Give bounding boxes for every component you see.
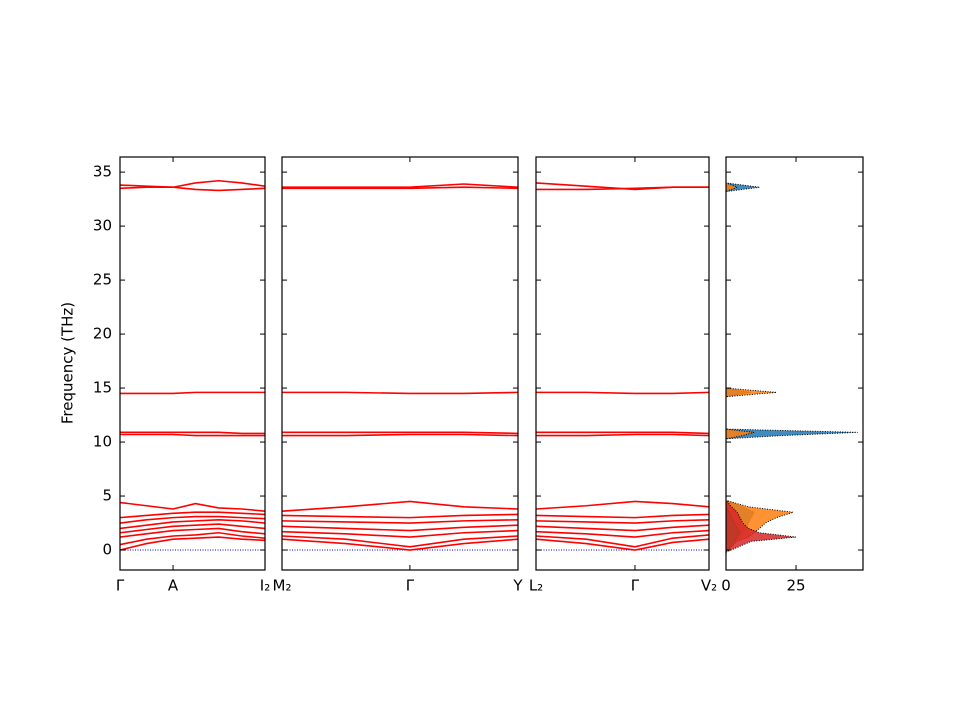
band: [120, 391, 265, 395]
band: [120, 531, 265, 546]
band: [120, 527, 265, 538]
x-tick-label: Γ: [631, 577, 640, 595]
band: [282, 535, 518, 548]
band: [282, 500, 518, 512]
band: [536, 538, 709, 551]
plot-frame: [119, 156, 266, 571]
band: [536, 524, 709, 532]
x-tick-label: L₂: [529, 577, 543, 595]
band: [536, 529, 709, 538]
band: [536, 391, 709, 395]
dos-area: [726, 182, 858, 553]
y-tick-label: 35: [93, 163, 112, 181]
band: [282, 433, 518, 437]
band: [120, 518, 265, 530]
band: [282, 524, 518, 532]
plot-frame: [725, 156, 864, 571]
x-tick-label: 0: [721, 577, 731, 595]
y-tick-label: 15: [93, 379, 112, 397]
x-tick-label: Γ: [406, 577, 415, 595]
band: [120, 501, 265, 512]
band: [536, 186, 709, 191]
y-tick-label: 10: [93, 433, 112, 451]
dos-area: [726, 182, 797, 553]
band: [282, 391, 518, 395]
band: [536, 431, 709, 435]
band: [282, 518, 518, 524]
y-tick-label: 0: [102, 541, 112, 559]
band: [120, 536, 265, 551]
x-tick-label: Γ: [116, 577, 125, 595]
band: [282, 431, 518, 435]
band: [282, 186, 518, 190]
y-axis-label: Frequency (THz): [59, 302, 77, 424]
y-tick-label: 25: [93, 271, 112, 289]
band: [536, 518, 709, 524]
band: [282, 183, 518, 189]
band: [120, 179, 265, 189]
y-tick-label: 20: [93, 325, 112, 343]
band: [282, 513, 518, 519]
dos-area: [726, 182, 741, 553]
x-tick-label: 25: [786, 577, 805, 595]
x-tick-label: V₂: [701, 577, 717, 595]
band: [120, 511, 265, 519]
band: [282, 538, 518, 551]
band: [282, 529, 518, 538]
band: [536, 513, 709, 519]
x-tick-label: I₂: [260, 577, 270, 595]
band: [120, 515, 265, 524]
band: [120, 431, 265, 435]
dos-area: [726, 182, 794, 553]
x-tick-label: A: [168, 577, 179, 595]
band: [536, 500, 709, 510]
band: [120, 523, 265, 534]
y-tick-label: 5: [102, 487, 112, 505]
x-tick-label: Y: [512, 577, 523, 595]
plot-frame: [535, 156, 710, 571]
band: [120, 186, 265, 192]
x-tick-label: M₂: [273, 577, 292, 595]
y-tick-label: 30: [93, 217, 112, 235]
plot-frame: [281, 156, 519, 571]
band: [536, 534, 709, 548]
band: [120, 433, 265, 437]
band: [536, 433, 709, 437]
